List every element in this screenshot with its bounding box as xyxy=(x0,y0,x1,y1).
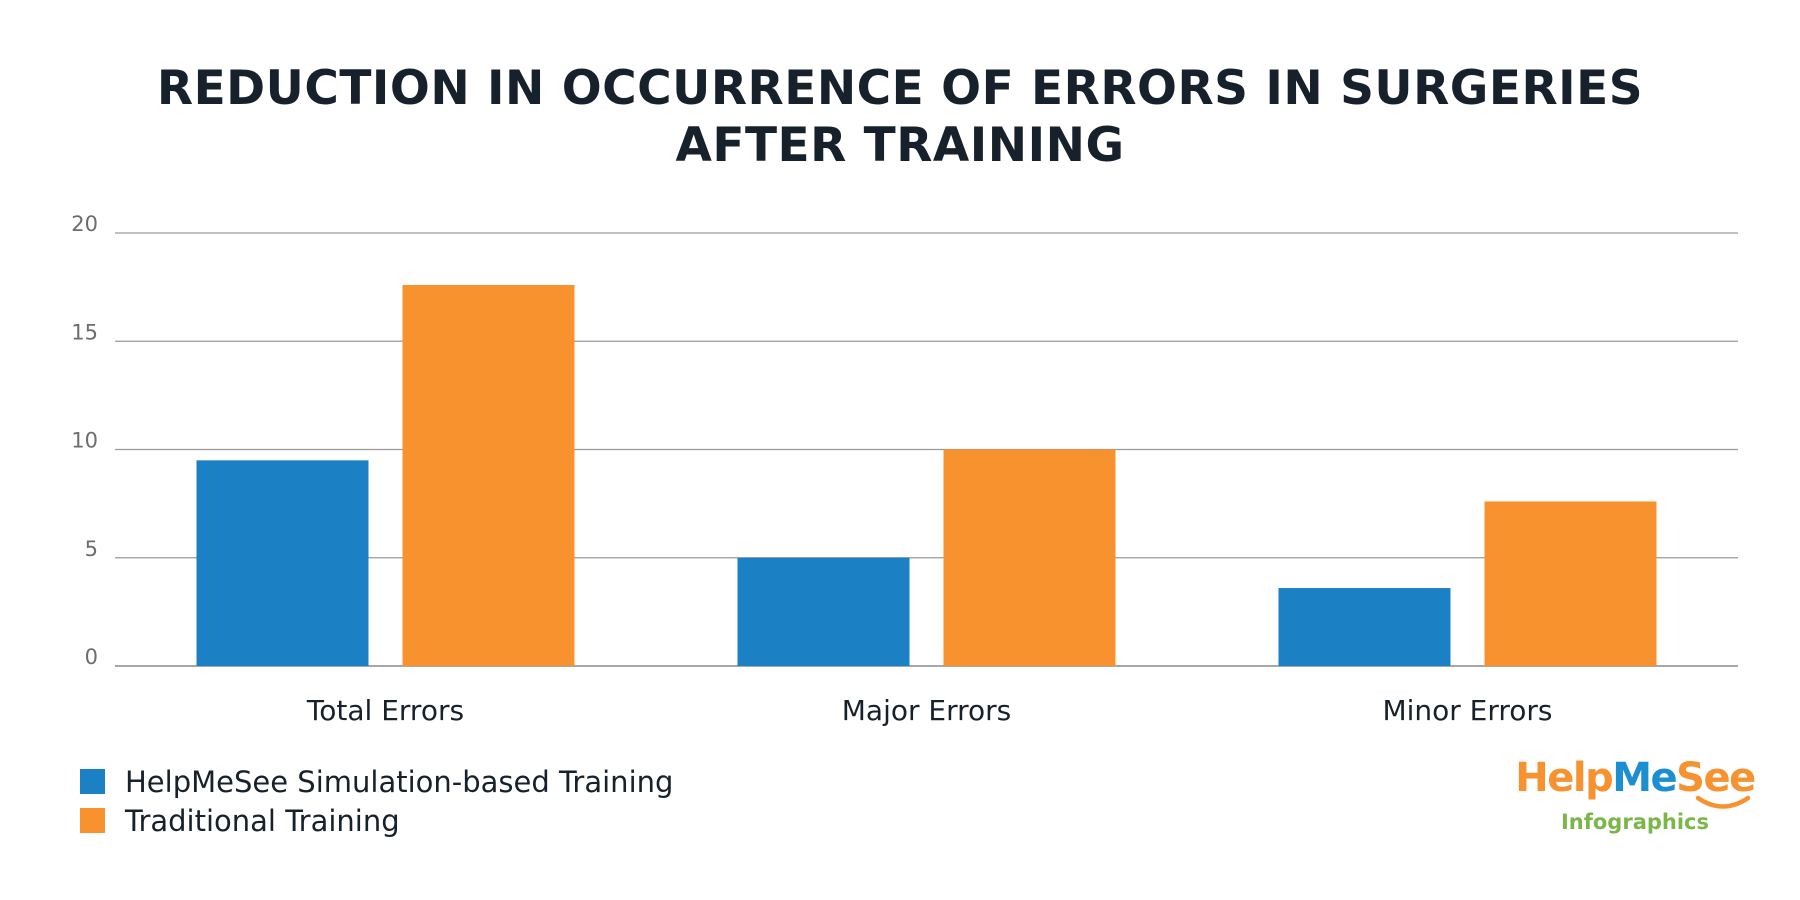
smile-icon xyxy=(1695,795,1751,809)
logo-subtitle: Infographics xyxy=(1560,810,1709,834)
chart-title: REDUCTION IN OCCURRENCE OF ERRORS IN SUR… xyxy=(0,60,1800,174)
legend-label-traditional: Traditional Training xyxy=(125,803,400,838)
logo-word-see: See xyxy=(1676,755,1756,801)
bar-total-errors-series-0 xyxy=(196,460,369,666)
logo-word-help: Help xyxy=(1515,755,1613,801)
legend-item-traditional: Traditional Training xyxy=(80,801,673,840)
y-tick-label: 15 xyxy=(71,320,98,344)
legend-swatch-traditional xyxy=(80,808,105,833)
y-tick-label: 5 xyxy=(85,537,98,561)
chart-title-line-1: REDUCTION IN OCCURRENCE OF ERRORS IN SUR… xyxy=(156,61,1644,116)
bar-chart: 0 5 10 15 20 Total Errors Major Errors Minor Er… xyxy=(71,212,1738,727)
logo-wordmark: HelpMeSee xyxy=(1510,755,1760,809)
bar-minor-errors-series-1 xyxy=(1484,501,1657,666)
bar-minor-errors-series-0 xyxy=(1278,588,1451,666)
y-tick-label: 10 xyxy=(71,429,98,453)
bar-major-errors-series-0 xyxy=(737,557,910,666)
helpmesee-logo: HelpMeSee Infographics xyxy=(1510,755,1760,835)
bar-major-errors-series-1 xyxy=(943,449,1116,666)
y-tick-label: 0 xyxy=(85,645,98,669)
y-tick-label: 20 xyxy=(71,212,98,236)
logo-word-me: Me xyxy=(1612,755,1677,801)
x-category-label: Major Errors xyxy=(842,694,1011,727)
legend-swatch-simulation xyxy=(80,769,105,794)
legend-label-simulation: HelpMeSee Simulation-based Training xyxy=(125,764,674,799)
legend-item-simulation: HelpMeSee Simulation-based Training xyxy=(80,762,673,801)
bar-total-errors-series-1 xyxy=(402,284,575,666)
x-category-label: Total Errors xyxy=(306,694,464,727)
chart-title-line-2: AFTER TRAINING xyxy=(675,118,1125,173)
x-category-label: Minor Errors xyxy=(1382,694,1552,727)
legend: HelpMeSee Simulation-based Training Trad… xyxy=(80,762,673,840)
